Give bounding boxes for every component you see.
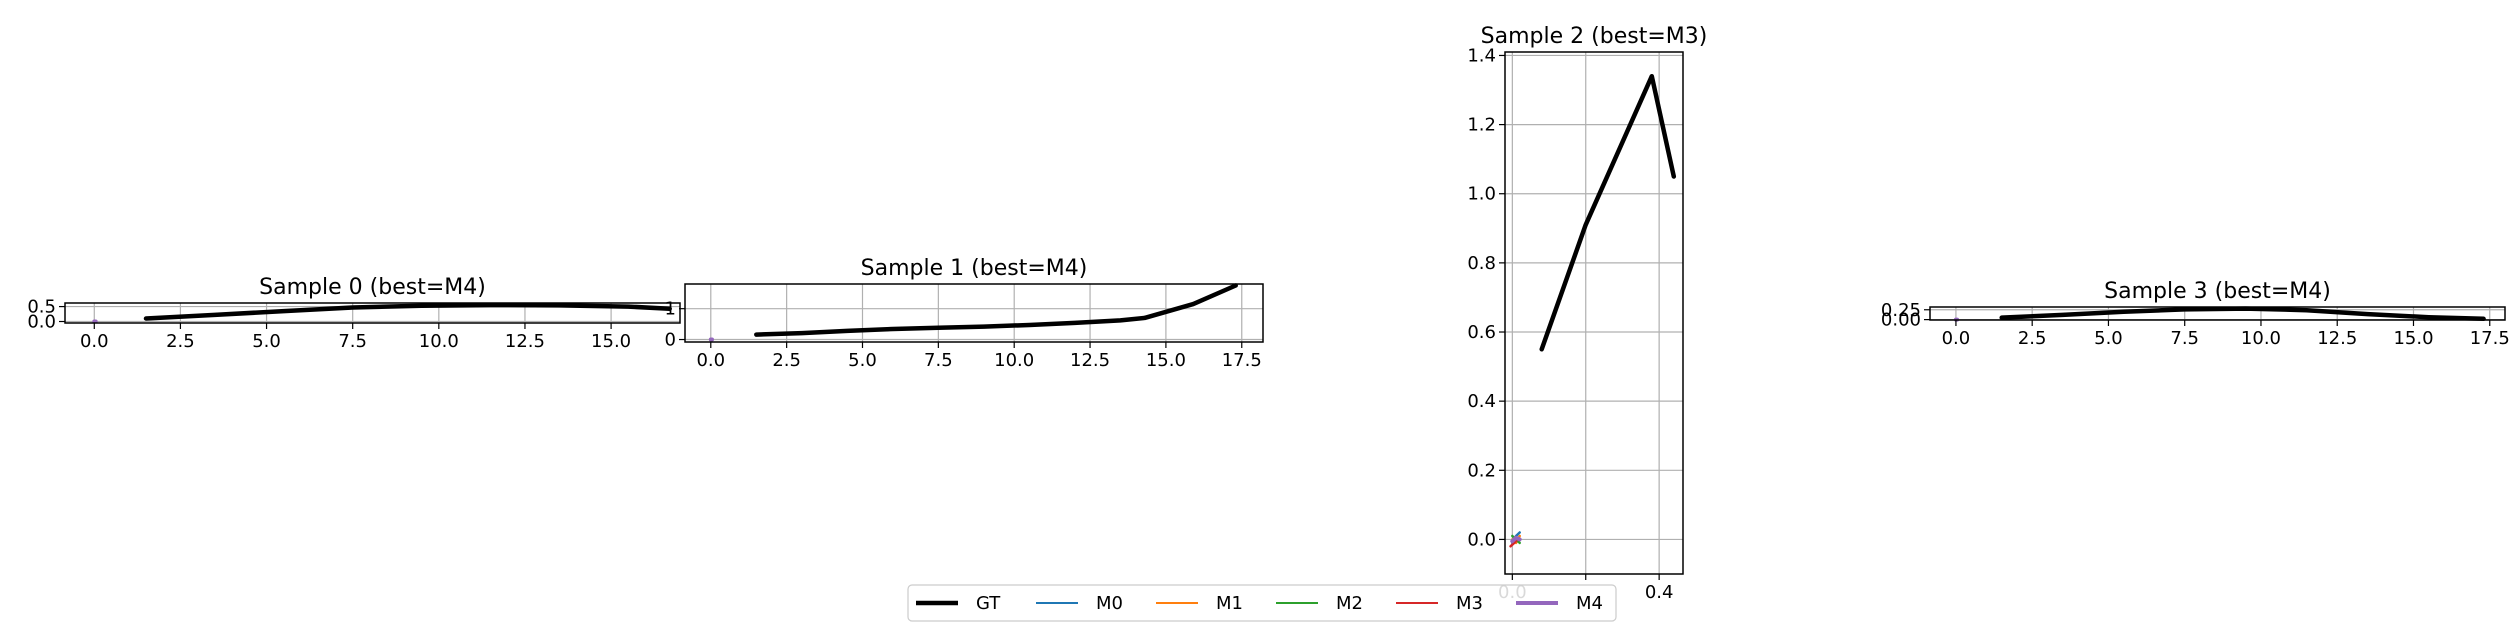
chart-title: Sample 3 (best=M4) xyxy=(2104,279,2331,304)
legend-label-m1: M1 xyxy=(1216,593,1243,614)
axes-frame xyxy=(1504,51,1684,575)
x-tick-label: 17.5 xyxy=(2470,328,2510,349)
x-tick-label: 0.4 xyxy=(1645,582,1674,603)
axes-frame xyxy=(64,302,681,324)
legend-box xyxy=(907,584,1617,622)
x-tick-label: 7.5 xyxy=(924,350,953,371)
x-tick-label: 12.5 xyxy=(505,331,545,352)
y-tick-label: 0.2 xyxy=(1467,460,1496,481)
x-tick-label: 2.5 xyxy=(772,350,801,371)
y-tick-label: 0.00 xyxy=(1881,310,1921,331)
chart-title: Sample 0 (best=M4) xyxy=(259,275,486,300)
y-tick-label: 0.4 xyxy=(1467,391,1496,412)
x-tick-label: 15.0 xyxy=(2393,328,2433,349)
chart-title: Sample 1 (best=M4) xyxy=(861,256,1088,281)
series-line-gt xyxy=(754,283,1238,337)
y-tick-label: 1.2 xyxy=(1467,115,1496,136)
axes-frame xyxy=(684,283,1264,343)
x-tick-label: 7.5 xyxy=(2170,328,2199,349)
y-tick-label: 0.6 xyxy=(1467,322,1496,343)
chart-title: Sample 2 (best=M3) xyxy=(1481,24,1708,49)
legend-label-gt: GT xyxy=(976,593,1001,614)
series-line-gt xyxy=(1999,306,2486,322)
y-tick-label: 0.8 xyxy=(1467,253,1496,274)
x-tick-label: 10.0 xyxy=(994,350,1034,371)
y-tick-label: 1.0 xyxy=(1467,184,1496,205)
legend-label-m3: M3 xyxy=(1456,593,1483,614)
x-tick-label: 2.5 xyxy=(2018,328,2047,349)
series-line-m4 xyxy=(1510,535,1522,544)
x-tick-label: 5.0 xyxy=(252,331,281,352)
legend: GT M0 M1 M2 M3 M4 xyxy=(907,584,1617,622)
plot-area xyxy=(65,303,680,323)
x-tick-label: 15.0 xyxy=(1146,350,1186,371)
x-tick-label: 0.0 xyxy=(1942,328,1971,349)
y-tick-label: 0 xyxy=(665,330,676,351)
y-tick-label: 0.5 xyxy=(27,297,56,318)
y-tick-label: 0.0 xyxy=(27,312,56,333)
axes-frame xyxy=(1929,306,2506,321)
series-line-gt xyxy=(143,302,672,321)
y-tick-label: 0.25 xyxy=(1881,300,1921,321)
x-tick-label: 10.0 xyxy=(2241,328,2281,349)
plot-area xyxy=(1505,52,1683,574)
x-tick-label: 2.5 xyxy=(166,331,195,352)
x-tick-label: 0.0 xyxy=(696,350,725,371)
y-tick-label: 1 xyxy=(665,299,676,320)
chart-panel-3: 0.0 2.5 5.0 7.5 10.0 12.5 15.0 17.5 0.000.25 Samp… xyxy=(1881,279,2510,349)
series-line-m3 xyxy=(1509,538,1520,548)
x-tick-label: 0.0 xyxy=(80,331,109,352)
y-tick-label: 0.0 xyxy=(1467,529,1496,550)
x-tick-label: 12.5 xyxy=(2317,328,2357,349)
y-tick-label: 1.4 xyxy=(1467,45,1496,66)
chart-panel-1: 0.0 2.5 5.0 7.5 10.0 12.5 15.0 17.5 0 1 Sample 1 (… xyxy=(665,256,1264,371)
x-tick-label: 5.0 xyxy=(848,350,877,371)
x-tick-label: 5.0 xyxy=(2094,328,2123,349)
legend-label-m4: M4 xyxy=(1576,593,1603,614)
legend-label-m2: M2 xyxy=(1336,593,1363,614)
series-line-gt xyxy=(1539,73,1677,352)
legend-label-m0: M0 xyxy=(1096,593,1123,614)
x-tick-label: 7.5 xyxy=(338,331,367,352)
x-tick-label: 15.0 xyxy=(591,331,631,352)
x-tick-label: 12.5 xyxy=(1070,350,1110,371)
x-tick-label: 10.0 xyxy=(419,331,459,352)
x-tick-label: 17.5 xyxy=(1222,350,1262,371)
